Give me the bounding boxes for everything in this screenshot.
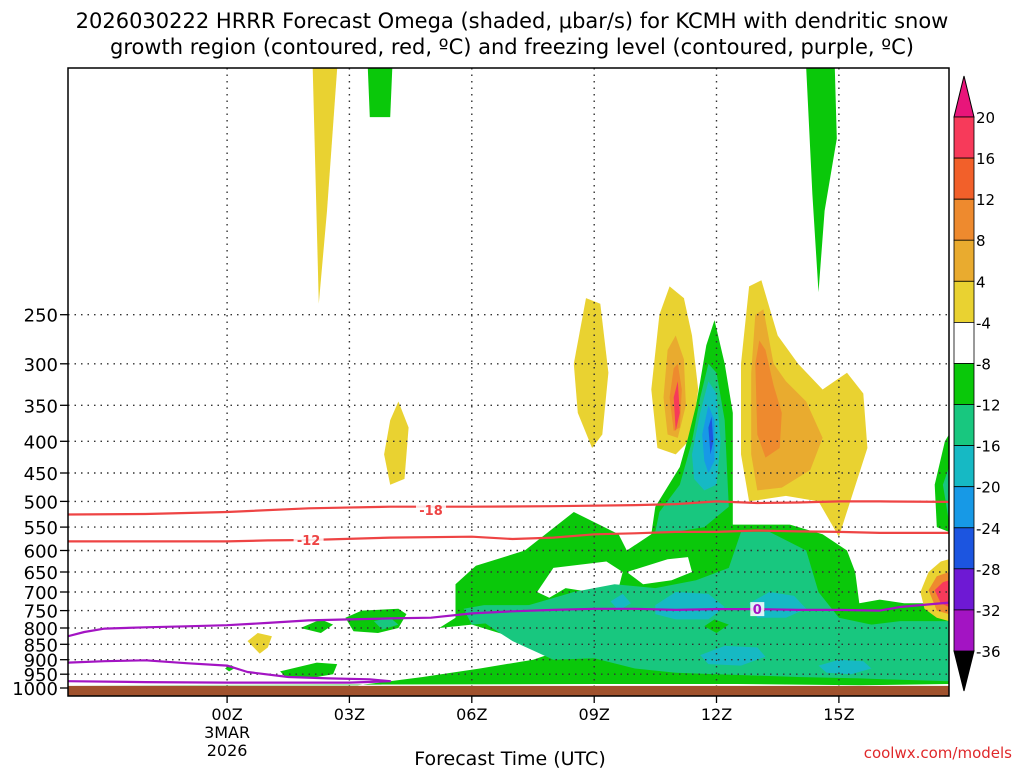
colorbar-label-2: 12 xyxy=(976,191,995,209)
omega-shading-layer xyxy=(68,68,949,686)
ytick-label-1000: 1000 xyxy=(12,679,58,700)
xtick-year-0: 2026 xyxy=(207,741,248,760)
colorbar-top-arrow xyxy=(953,75,975,118)
ytick-label-300: 300 xyxy=(24,355,58,376)
chart-title-line1: 2026030222 HRRR Forecast Omega (shaded, … xyxy=(76,9,949,33)
plot-frame xyxy=(67,67,950,697)
colorbar-bin-12 xyxy=(953,609,975,652)
contour-layer: -18 -12 0 xyxy=(68,500,949,684)
xtick-label-9: 09Z xyxy=(579,705,610,724)
omega-region-15 xyxy=(626,557,692,585)
omega-region-7 xyxy=(673,381,680,431)
colorbar-bin-6 xyxy=(953,363,975,405)
freezing-level-line xyxy=(68,601,949,638)
omega-region-23 xyxy=(610,593,631,611)
chart-title-line2: growth region (contoured, red, ºC) and f… xyxy=(110,35,914,59)
colorbar-bin-1 xyxy=(953,157,975,200)
xtick-date-0: 3MAR xyxy=(204,723,250,742)
grid-layer xyxy=(68,68,949,696)
colorbar-bin-10 xyxy=(953,527,975,570)
omega-region-11 xyxy=(806,68,837,293)
colorbar-bin-3 xyxy=(953,239,975,282)
colorbar-label-11: -28 xyxy=(976,561,1001,579)
omega-region-38 xyxy=(934,580,949,607)
colorbar-label-12: -32 xyxy=(976,602,1001,620)
isotherm-minus18-line xyxy=(68,500,949,516)
ground-below-surface xyxy=(68,685,949,696)
omega-region-3 xyxy=(573,298,609,448)
omega-region-2 xyxy=(384,401,409,485)
xtick-label-6: 06Z xyxy=(456,705,487,724)
isotherm-minus12-label-bg xyxy=(293,533,324,547)
ytick-label-900: 900 xyxy=(24,651,58,672)
omega-region-0 xyxy=(312,68,338,304)
omega-region-30 xyxy=(300,619,334,633)
colorbar-label-8: -16 xyxy=(976,438,1001,456)
xtick-label-12: 12Z xyxy=(701,705,732,724)
colorbar-bin-5 xyxy=(953,321,975,364)
credit-text: coolwx.com/models xyxy=(864,744,1012,762)
colorbar-label-0: 20 xyxy=(976,109,995,127)
colorbar-label-3: 8 xyxy=(976,232,986,250)
omega-region-34 xyxy=(934,434,949,532)
xtick-label-0: 00Z xyxy=(211,705,242,724)
omega-region-10 xyxy=(755,340,782,458)
ytick-label-750: 750 xyxy=(24,602,58,623)
ytick-label-550: 550 xyxy=(24,518,58,539)
freezing-loop-low-line xyxy=(68,659,392,684)
colorbar-label-4: 4 xyxy=(976,273,986,291)
omega-region-33 xyxy=(247,633,272,654)
colorbar: 20 16 12 8 4 -4 -8 -12 -16 -20 -24 -28 -32 -36 xyxy=(953,75,1001,692)
omega-region-29 xyxy=(373,617,399,630)
isotherm-minus12-label: -12 xyxy=(297,534,321,549)
colorbar-label-10: -24 xyxy=(976,520,1001,538)
isotherm-minus12-line xyxy=(68,529,949,543)
colorbar-bin-8 xyxy=(953,445,975,488)
ytick-label-600: 600 xyxy=(24,542,58,563)
ytick-label-400: 400 xyxy=(24,432,58,453)
ytick-label-500: 500 xyxy=(24,492,58,513)
colorbar-bin-11 xyxy=(953,568,975,611)
x-axis-label: Forecast Time (UTC) xyxy=(414,748,605,768)
ytick-label-700: 700 xyxy=(24,583,58,604)
ytick-label-850: 850 xyxy=(24,635,58,656)
ytick-label-350: 350 xyxy=(24,396,58,417)
ytick-label-950: 950 xyxy=(24,665,58,686)
colorbar-label-9: -20 xyxy=(976,479,1001,497)
omega-region-27 xyxy=(704,619,729,633)
omega-region-26 xyxy=(818,659,872,675)
colorbar-label-13: -36 xyxy=(976,643,1001,661)
colorbar-bin-9 xyxy=(953,486,975,529)
freezing-level-label: 0 xyxy=(753,603,762,618)
isotherm-minus18-label: -18 xyxy=(419,504,443,519)
ground-layer xyxy=(68,685,949,696)
ytick-label-650: 650 xyxy=(24,563,58,584)
colorbar-label-6: -8 xyxy=(976,356,991,374)
colorbar-bin-0 xyxy=(953,116,975,159)
colorbar-bin-2 xyxy=(953,198,975,241)
freezing-level-label-bg xyxy=(750,602,765,617)
ytick-label-450: 450 xyxy=(24,464,58,485)
omega-region-35 xyxy=(942,467,949,523)
xtick-label-15: 15Z xyxy=(823,705,854,724)
omega-region-1 xyxy=(367,68,393,118)
colorbar-bin-4 xyxy=(953,280,975,323)
xtick-label-3: 03Z xyxy=(334,705,365,724)
ytick-label-800: 800 xyxy=(24,619,58,640)
isotherm-minus18-label-bg xyxy=(416,502,446,517)
y-axis-ticks: 2503003504004505005506006507007508008509… xyxy=(12,306,68,700)
colorbar-label-5: -4 xyxy=(976,314,991,332)
ytick-label-250: 250 xyxy=(24,306,58,327)
colorbar-label-1: 16 xyxy=(976,150,995,168)
colorbar-bin-7 xyxy=(953,404,975,446)
omega-region-21 xyxy=(708,416,714,455)
colorbar-label-7: -12 xyxy=(976,397,1001,415)
colorbar-bottom-arrow xyxy=(953,650,975,692)
omega-region-22 xyxy=(655,592,725,620)
